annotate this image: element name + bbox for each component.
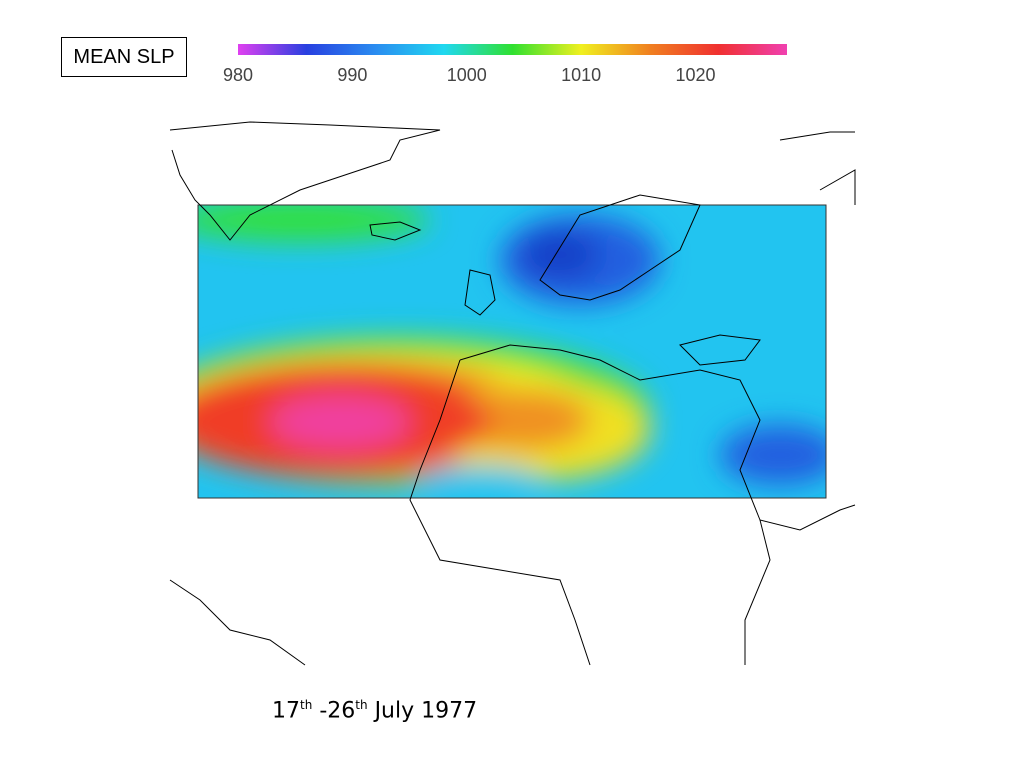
colorbar <box>238 44 787 55</box>
date-start: 17 <box>272 698 300 724</box>
colorbar-tick-label: 1010 <box>561 65 601 85</box>
caption: 17th -26th July 1977 <box>272 698 477 723</box>
colorbar-tick-label: 1020 <box>675 65 715 85</box>
date-end: -26 <box>319 698 356 724</box>
ordinal: th <box>300 698 313 712</box>
ordinal: th <box>355 698 368 712</box>
title-box: MEAN SLP <box>61 37 187 77</box>
colorbar-tick-label: 990 <box>337 65 367 85</box>
colorbar-tick-label: 980 <box>223 65 253 85</box>
slp-field <box>198 205 826 498</box>
colorbar-tick-label: 1000 <box>447 65 487 85</box>
date-rest: July 1977 <box>374 698 478 724</box>
